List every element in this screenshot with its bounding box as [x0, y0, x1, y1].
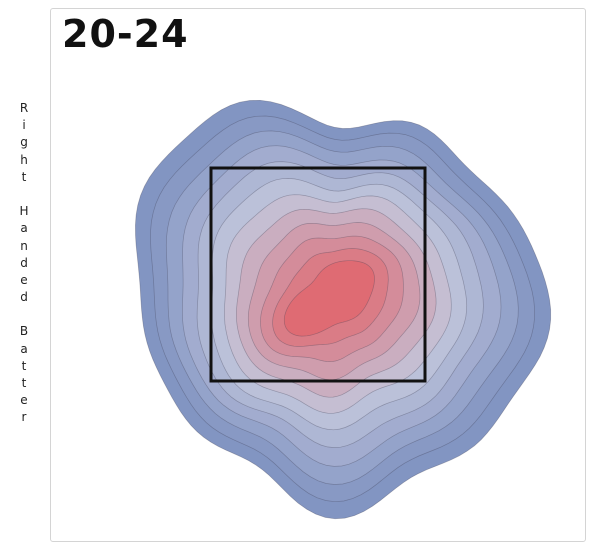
density-contour-level-12: [283, 260, 375, 337]
side-label-char: g: [20, 135, 28, 150]
side-label-char: e: [20, 272, 28, 287]
side-label-char: H: [19, 204, 29, 219]
side-label-char: d: [20, 255, 28, 270]
side-label-char: e: [20, 393, 28, 408]
side-label-char: i: [22, 118, 26, 133]
side-label-char: a: [20, 221, 28, 236]
side-label-char: R: [19, 101, 29, 115]
side-label-char: r: [21, 410, 27, 425]
strike-zone: [209, 166, 427, 383]
density-contours: [135, 99, 552, 520]
side-label-char: h: [20, 152, 28, 167]
side-label-char: a: [20, 341, 28, 356]
side-label-char: n: [20, 238, 28, 253]
side-label-char: t: [21, 169, 27, 184]
side-label-char: d: [20, 290, 28, 305]
side-label-char: t: [21, 358, 27, 373]
count-title: 20-24: [62, 12, 189, 56]
side-label-char: t: [21, 376, 27, 390]
side-label-char: B: [19, 324, 29, 339]
